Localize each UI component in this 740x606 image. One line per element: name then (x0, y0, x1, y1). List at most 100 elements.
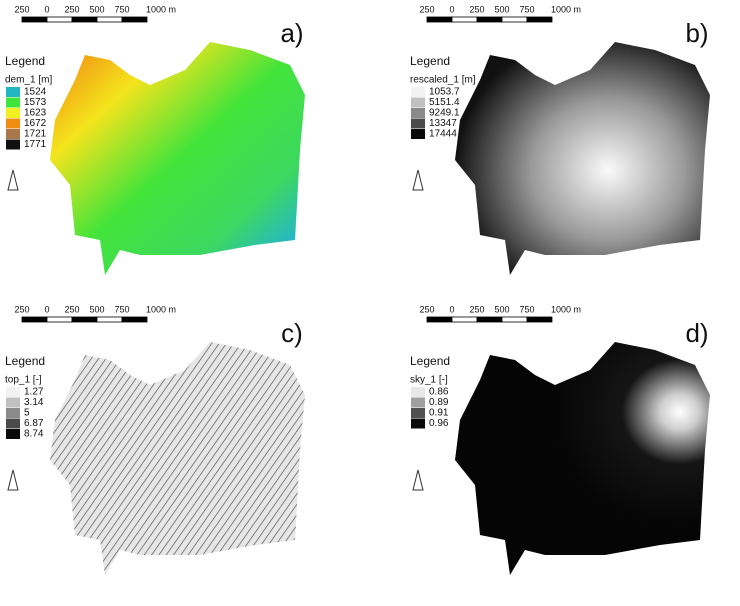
legend-entry: 17444 (429, 129, 457, 140)
legend-swatch (6, 408, 20, 418)
scale-label: 500 (494, 4, 509, 14)
scale-label: 250 (14, 304, 29, 314)
legend-title: Legend (410, 354, 450, 368)
legend-swatch (411, 129, 425, 139)
scale-label: 250 (419, 4, 434, 14)
legend-swatch (411, 98, 425, 108)
legend-entry: 3.14 (24, 397, 44, 408)
scale-label: 500 (89, 304, 104, 314)
scale-bar-segment (22, 17, 47, 22)
scale-bar-segment (72, 317, 97, 322)
legend-swatch (6, 119, 20, 129)
scale-bar-segment (72, 17, 97, 22)
legend-swatch (411, 119, 425, 129)
map-area (50, 342, 305, 575)
scale-bar-segment (97, 17, 122, 22)
panel-label: b) (685, 18, 708, 48)
legend-swatch (411, 387, 425, 397)
scale-label: 0 (44, 4, 49, 14)
scale-label: 0 (449, 304, 454, 314)
scale-label: 750 (114, 4, 129, 14)
scale-label: 250 (469, 304, 484, 314)
legend-layer: rescaled_1 [m] (410, 75, 476, 86)
scale-bar-segment (22, 317, 47, 322)
map-area (455, 342, 710, 575)
legend-title: Legend (5, 54, 45, 68)
legend-entry: 13347 (429, 118, 457, 129)
legend-swatch (6, 387, 20, 397)
north-arrow (413, 170, 423, 190)
legend-entry: 1623 (24, 108, 47, 119)
scale-bar-segment (527, 317, 552, 322)
legend-entry: 1573 (24, 97, 47, 108)
legend-layer: sky_1 [-] (410, 375, 448, 386)
scale-bar-segment (122, 17, 147, 22)
scale-bar-segment (477, 317, 502, 322)
scale-bar-segment (47, 317, 72, 322)
scale-label: 250 (469, 4, 484, 14)
legend-entry: 1.27 (24, 387, 44, 398)
scale-bar-segment (47, 17, 72, 22)
legend-swatch (6, 108, 20, 118)
scale-bar-segment (502, 17, 527, 22)
panel-label: a) (280, 18, 303, 48)
legend-swatch (6, 429, 20, 439)
legend-swatch (411, 398, 425, 408)
scale-bar-segment (452, 17, 477, 22)
legend-swatch (411, 419, 425, 429)
legend-layer: dem_1 [m] (5, 75, 52, 86)
scale-bar-segment (502, 317, 527, 322)
scale-label: 750 (519, 4, 534, 14)
map-panel: 250 0 250 500 750 1000 m d) Legend sky_1 [-]0.86… (410, 304, 710, 575)
legend-entry: 1771 (24, 139, 47, 150)
scale-label: 250 (419, 304, 434, 314)
scale-bar-segment (122, 317, 147, 322)
legend-entry: 6.87 (24, 418, 44, 429)
legend-swatch (411, 408, 425, 418)
scale-bar-segment (527, 17, 552, 22)
legend-title: Legend (410, 54, 450, 68)
north-arrow (8, 470, 18, 490)
scale-bar-segment (97, 317, 122, 322)
scale-bar-segment (477, 17, 502, 22)
legend-swatch (411, 87, 425, 97)
legend-swatch (6, 140, 20, 150)
scale-label: 0 (44, 304, 49, 314)
panel-label: c) (281, 318, 303, 348)
legend-swatch (6, 87, 20, 97)
legend-swatch (6, 98, 20, 108)
legend-entry: 8.74 (24, 429, 44, 440)
figure: 25002505007501000 ma)Legenddem_1 [m]1524… (0, 0, 740, 606)
scale-bar-segment (427, 17, 452, 22)
legend-entry: 5 (24, 408, 30, 419)
map-area (455, 42, 710, 275)
page: {"panels": [ {"label": "a)", "scale": ["… (0, 0, 740, 606)
legend-title: Legend (5, 354, 45, 368)
legend-entry: 1672 (24, 118, 47, 129)
scale-label: 750 (519, 304, 534, 314)
scale-label: 250 (64, 304, 79, 314)
legend-entry: 1053.7 (429, 87, 460, 98)
legend-entry: 0.86 (429, 387, 449, 398)
scale-label: 0 (449, 4, 454, 14)
legend-entry: 1524 (24, 87, 47, 98)
legend-entry: 5151.4 (429, 97, 460, 108)
panel-label: d) (685, 318, 708, 348)
scale-label: 1000 m (146, 304, 176, 314)
scale-label: 500 (494, 304, 509, 314)
scale-bar-segment (427, 317, 452, 322)
legend-layer: top_1 [-] (5, 375, 42, 386)
legend-entry: 9249.1 (429, 108, 460, 119)
legend-swatch (6, 398, 20, 408)
scale-label: 1000 m (551, 304, 581, 314)
legend-entry: 0.89 (429, 397, 449, 408)
legend-swatch (411, 108, 425, 118)
north-arrow (8, 170, 18, 190)
legend-entry: 1721 (24, 129, 47, 140)
map-area (50, 42, 305, 275)
scale-label: 250 (64, 4, 79, 14)
scale-label: 500 (89, 4, 104, 14)
legend-swatch (6, 419, 20, 429)
